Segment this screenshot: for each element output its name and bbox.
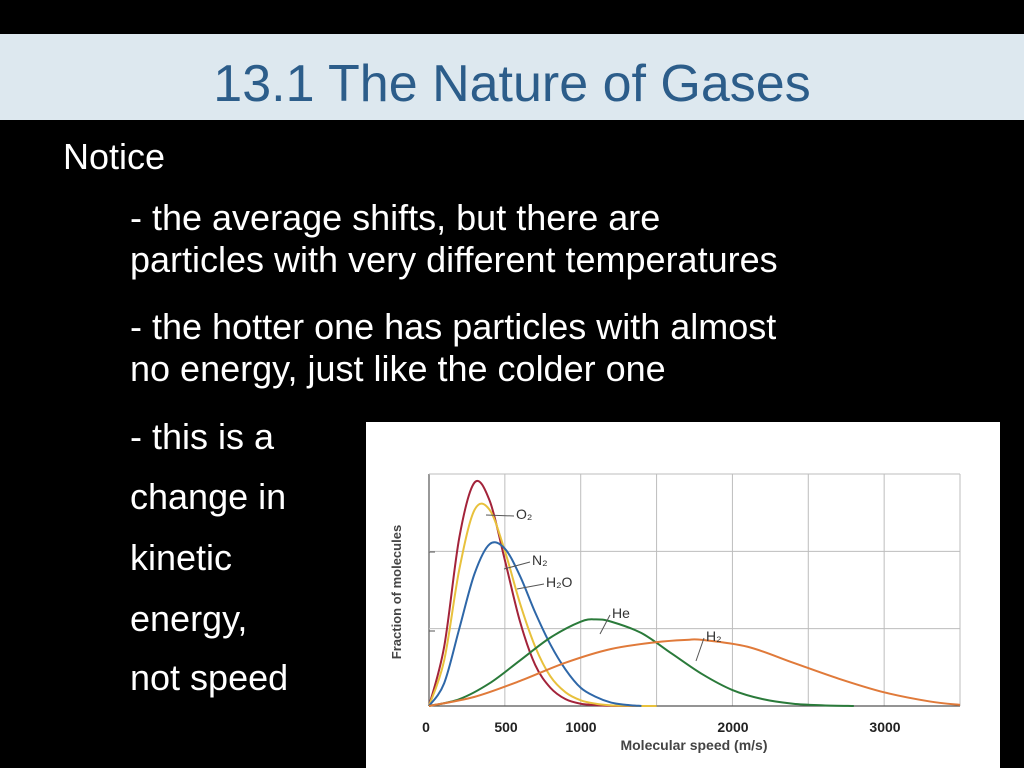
x-tick-label: 500 (494, 719, 518, 735)
chart-svg: O₂ N₂ H₂O He H₂ 0 500 1000 2000 3000 Fraction of… (389, 473, 961, 753)
short-line-3: kinetic (130, 537, 233, 578)
speed-distribution-chart: O₂ N₂ H₂O He H₂ 0 500 1000 2000 3000 Fraction of… (366, 422, 1000, 768)
notice-heading: Notice (63, 136, 166, 177)
series-label-leader (503, 561, 531, 570)
series-line-2 (428, 541, 642, 707)
series-label-0: O₂ (516, 506, 532, 522)
short-line-2: change in (130, 476, 287, 517)
series-line-1 (428, 502, 657, 708)
title-band: 13.1 The Nature of Gases (0, 34, 1024, 120)
bullet-hotter-one: - the hotter one has particles with almo… (130, 306, 990, 390)
series-label-1: N₂ (532, 552, 548, 568)
x-tick-label: 3000 (869, 719, 900, 735)
series-line-0 (428, 480, 642, 708)
chart-series-labels: O₂ N₂ H₂O He H₂ (485, 506, 722, 662)
x-tick-label: 1000 (565, 719, 596, 735)
chart-x-axis-label: Molecular speed (m/s) (620, 737, 767, 753)
bullet-average-shift-line1: - the average shifts, but there are (130, 197, 661, 238)
series-line-4 (428, 638, 961, 707)
series-label-leader (485, 514, 515, 517)
bullet-hotter-one-line2: no energy, just like the colder one (130, 348, 666, 389)
chart-grid (428, 473, 961, 707)
series-label-leader (516, 583, 545, 590)
slide-title: 13.1 The Nature of Gases (213, 55, 811, 113)
bullet-average-shift: - the average shifts, but there are part… (130, 197, 990, 281)
chart-y-axis-label: Fraction of molecules (389, 525, 404, 659)
series-label-2: H₂O (546, 574, 573, 590)
bullet-hotter-one-line1: - the hotter one has particles with almo… (130, 306, 777, 347)
short-line-1: - this is a (130, 416, 275, 457)
series-label-4: H₂ (706, 628, 722, 644)
series-line-3 (428, 618, 854, 707)
chart-series (428, 480, 961, 708)
series-label-3: He (612, 605, 630, 621)
x-tick-label: 0 (422, 719, 430, 735)
x-tick-label: 2000 (717, 719, 748, 735)
short-line-5: not speed (130, 657, 289, 698)
bullet-average-shift-line2: particles with very different temperatur… (130, 239, 778, 280)
chart-x-ticks: 0 500 1000 2000 3000 (422, 719, 901, 735)
series-label-leader (695, 637, 705, 662)
series-label-leader (599, 614, 611, 635)
short-line-4: energy, (130, 598, 248, 639)
